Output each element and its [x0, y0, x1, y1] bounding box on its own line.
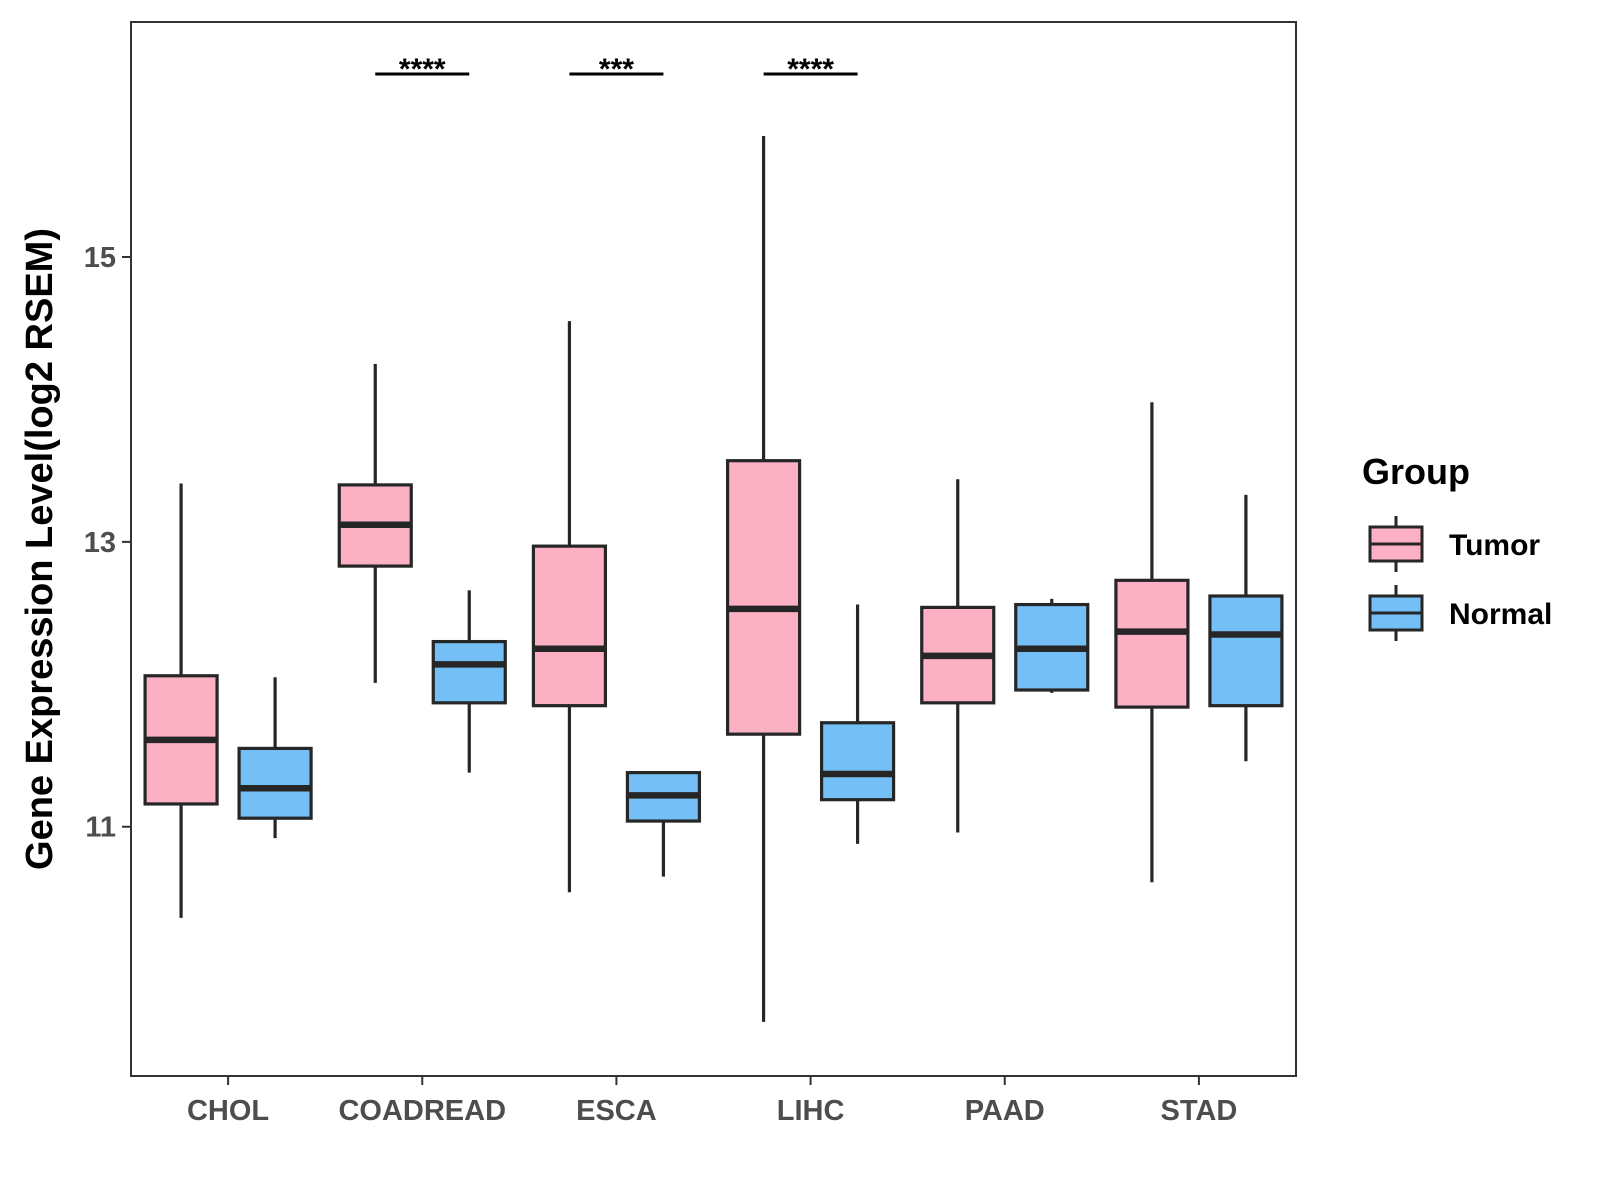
y-tick-label-11: 11: [85, 812, 116, 844]
box-chol-normal: [237, 677, 313, 839]
box-chol-tumor: [143, 483, 219, 918]
plot-panel-border: [130, 21, 1297, 1077]
significance-label-esca: ***: [599, 53, 634, 86]
iqr-box-stad-normal: [1208, 594, 1284, 708]
iqr-box-coadread-normal: [431, 639, 507, 705]
x-tick-label-paad: PAAD: [965, 1095, 1045, 1127]
x-tick-label-esca: ESCA: [576, 1095, 657, 1127]
legend-label-tumor: Tumor: [1449, 529, 1540, 562]
iqr-box-lihc-normal: [819, 721, 896, 802]
box-esca-tumor: [531, 321, 608, 893]
box-coadread-normal: [431, 590, 507, 773]
significance-label-lihc: ****: [787, 53, 834, 86]
box-stad-normal: [1208, 494, 1284, 762]
iqr-box-chol-normal: [237, 746, 313, 820]
iqr-box-stad-tumor: [1114, 578, 1190, 709]
y-axis-title: Gene Expression Level(log2 RSEM): [19, 228, 61, 870]
legend-entry-normal: Normal: [1368, 585, 1552, 641]
iqr-box-esca-tumor: [531, 544, 608, 708]
x-tick-label-lihc: LIHC: [777, 1095, 845, 1127]
x-tick-label-stad: STAD: [1161, 1095, 1238, 1127]
y-tick-label-13: 13: [84, 527, 116, 559]
x-tick-label-chol: CHOL: [187, 1095, 269, 1127]
box-paad-normal: [1014, 598, 1090, 693]
box-coadread-tumor: [337, 363, 413, 683]
legend-entry-tumor: Tumor: [1368, 516, 1540, 572]
x-axis: CHOL COADREAD ESCA LIHC PAAD STAD: [187, 1076, 1237, 1127]
legend: Group Tumor Normal: [1362, 451, 1552, 641]
box-lihc-tumor: [725, 135, 802, 1022]
y-axis: 11 13 15: [84, 242, 131, 844]
significance-annotations: **** *** ****: [375, 53, 858, 86]
legend-label-normal: Normal: [1449, 598, 1552, 631]
boxes-layer: [143, 135, 1284, 1022]
box-paad-tumor: [920, 479, 996, 833]
iqr-box-lihc-tumor: [725, 459, 802, 736]
box-esca-normal: [625, 771, 702, 877]
box-stad-tumor: [1114, 402, 1190, 883]
legend-title: Group: [1362, 451, 1470, 492]
y-tick-label-15: 15: [84, 242, 116, 274]
x-tick-label-coadread: COADREAD: [338, 1095, 506, 1127]
box-lihc-normal: [819, 604, 896, 844]
significance-label-coadread: ****: [399, 53, 446, 86]
